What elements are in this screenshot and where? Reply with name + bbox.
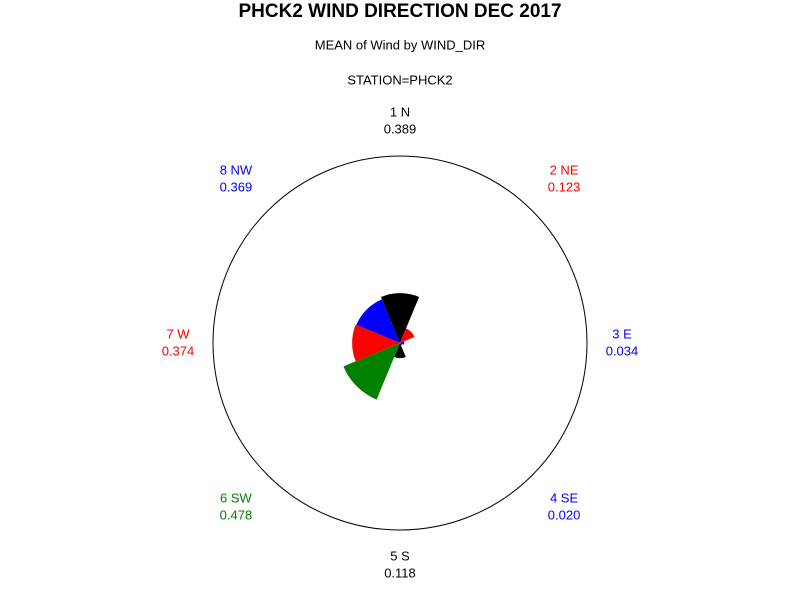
chart-subtitle: MEAN of Wind by WIND_DIR — [315, 37, 485, 52]
annotation: STATION=PHCK2 — [347, 72, 452, 87]
category-label: 4 SE — [550, 490, 579, 505]
wedge — [400, 341, 405, 345]
category-label: 6 SW — [220, 490, 253, 505]
chart-title: PHCK2 WIND DIRECTION DEC 2017 — [238, 1, 561, 22]
value-label: 0.118 — [384, 565, 416, 580]
category-label: 2 NE — [550, 162, 579, 177]
wedge — [380, 293, 420, 343]
outer-circle — [212, 155, 588, 531]
value-label: 0.123 — [548, 179, 581, 194]
value-label: 0.478 — [220, 507, 253, 522]
category-label: 8 NW — [220, 162, 253, 177]
value-label: 0.369 — [220, 179, 253, 194]
category-label: 1 N — [390, 104, 410, 119]
value-label: 0.389 — [384, 121, 417, 136]
category-label: 5 S — [390, 548, 410, 563]
wedge — [352, 324, 400, 362]
category-label: 3 E — [612, 326, 632, 341]
value-label: 0.374 — [162, 343, 195, 358]
wedge — [356, 299, 400, 343]
wedge — [400, 343, 403, 346]
wedge — [343, 343, 400, 400]
value-label: 0.020 — [548, 507, 581, 522]
value-label: 0.034 — [606, 343, 639, 358]
wedge — [394, 343, 406, 359]
category-label: 7 W — [166, 326, 190, 341]
wedge — [400, 328, 415, 343]
